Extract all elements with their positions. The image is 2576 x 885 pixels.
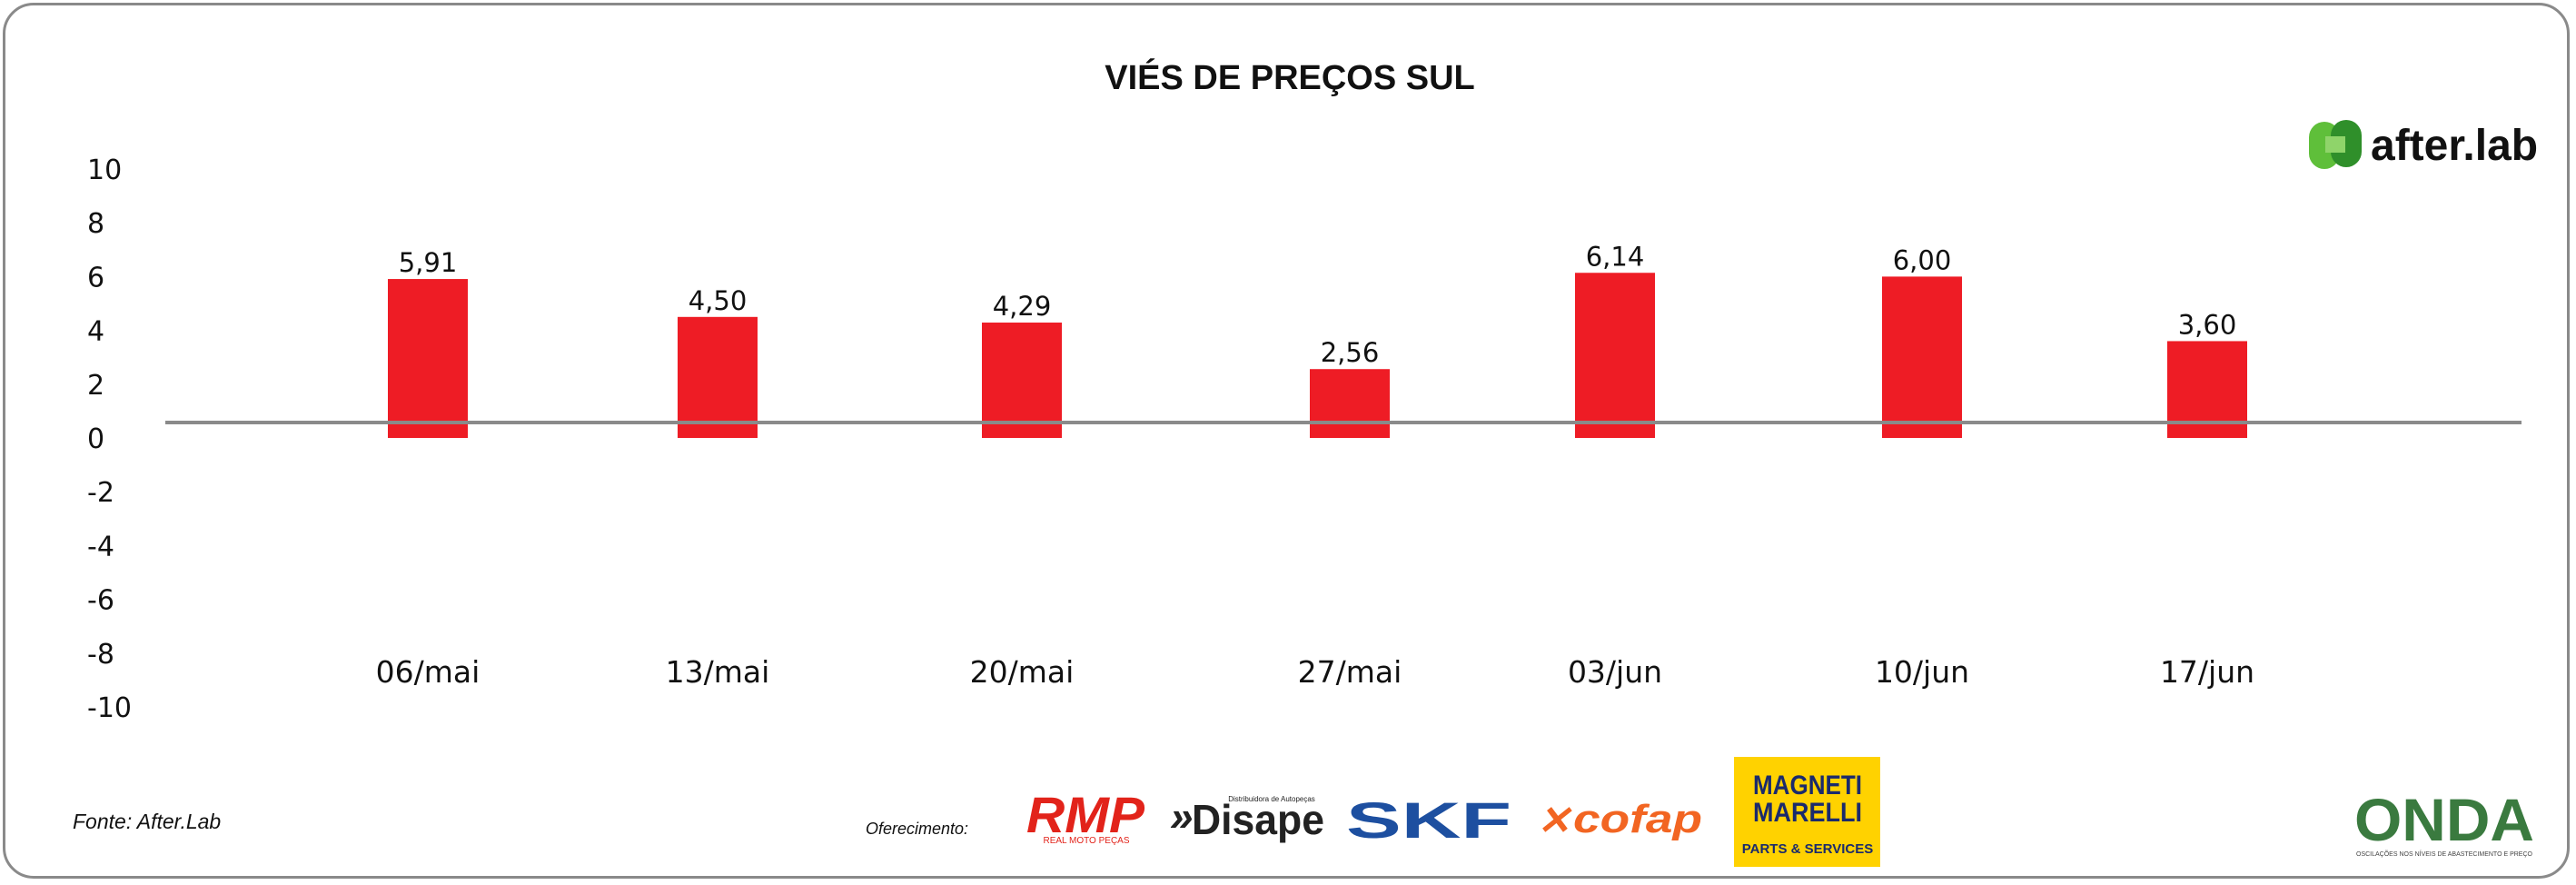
magneti-marelli-line2: MARELLI bbox=[1753, 798, 1862, 828]
cofap-logo-text: cofap bbox=[1573, 797, 1702, 841]
skf-logo: SKF bbox=[1346, 791, 1511, 849]
bar bbox=[388, 279, 468, 438]
y-tick-label: -10 bbox=[87, 692, 132, 724]
data-labels: 5,91 4,50 4,29 2,56 6,14 6,00 3,60 bbox=[399, 241, 2237, 368]
rmp-logo-subtext: REAL MOTO PEÇAS bbox=[1043, 836, 1129, 846]
magneti-marelli-logo: MAGNETI MARELLI PARTS & SERVICES bbox=[1734, 757, 1880, 867]
x-tick-label: 20/mai bbox=[970, 654, 1075, 690]
onda-logo: ONDA OSCILAÇÕES NOS NÍVEIS DE ABASTECIME… bbox=[2354, 786, 2534, 858]
bar bbox=[1310, 369, 1390, 438]
bar bbox=[1882, 276, 1962, 438]
y-tick-label: 8 bbox=[87, 208, 104, 240]
y-tick-label: -2 bbox=[87, 477, 114, 509]
sponsor-label: Oferecimento: bbox=[866, 820, 968, 838]
rmp-logo: RMP REAL MOTO PEÇAS bbox=[1026, 786, 1145, 846]
x-tick-label: 17/jun bbox=[2160, 654, 2254, 690]
onda-logo-subtext: OSCILAÇÕES NOS NÍVEIS DE ABASTECIMENTO E… bbox=[2356, 850, 2533, 858]
disape-logo: » Disape Distribuidora de Autopeças bbox=[1170, 792, 1324, 843]
bar bbox=[982, 323, 1062, 438]
data-label: 4,29 bbox=[993, 291, 1052, 322]
data-label: 3,60 bbox=[2178, 309, 2237, 340]
y-tick-label: 4 bbox=[87, 316, 104, 348]
y-axis: 10 8 6 4 2 0 -2 -4 -6 -8 -10 bbox=[87, 154, 132, 724]
rmp-logo-text: RMP bbox=[1026, 786, 1145, 843]
y-tick-label: -4 bbox=[87, 531, 114, 562]
y-tick-label: 6 bbox=[87, 262, 104, 293]
afterlab-logo-text: after.lab bbox=[2371, 122, 2538, 170]
cofap-logo-mark: ✕ bbox=[1537, 799, 1572, 843]
y-tick-label: -6 bbox=[87, 585, 114, 617]
x-tick-label: 27/mai bbox=[1298, 654, 1402, 690]
bar bbox=[1575, 273, 1655, 438]
skf-logo-text: SKF bbox=[1346, 791, 1511, 849]
chart-frame bbox=[3, 3, 2570, 879]
data-label: 6,14 bbox=[1586, 241, 1645, 272]
y-tick-label: 0 bbox=[87, 423, 104, 455]
afterlab-logo-icon bbox=[2309, 120, 2362, 169]
disape-logo-text: Disape bbox=[1192, 796, 1324, 843]
y-tick-label: -8 bbox=[87, 639, 114, 671]
x-tick-label: 13/mai bbox=[666, 654, 770, 690]
x-tick-label: 06/mai bbox=[376, 654, 481, 690]
magneti-marelli-line1: MAGNETI bbox=[1753, 771, 1862, 800]
disape-logo-subtext: Distribuidora de Autopeças bbox=[1228, 795, 1315, 803]
bar bbox=[678, 316, 758, 438]
x-axis: 06/mai 13/mai 20/mai 27/mai 03/jun 10/jun 17/j… bbox=[376, 654, 2254, 690]
afterlab-logo: after.lab bbox=[2309, 120, 2538, 170]
onda-logo-text: ONDA bbox=[2354, 786, 2534, 853]
data-label: 2,56 bbox=[1321, 337, 1380, 368]
x-tick-label: 10/jun bbox=[1875, 654, 1969, 690]
source-note: Fonte: After.Lab bbox=[73, 810, 221, 833]
y-tick-label: 10 bbox=[87, 154, 122, 186]
data-label: 6,00 bbox=[1893, 244, 1952, 275]
y-tick-label: 2 bbox=[87, 370, 104, 402]
chart-title: VIÉS DE PREÇOS SUL bbox=[1105, 57, 1475, 97]
bars bbox=[388, 273, 2247, 438]
data-label: 4,50 bbox=[689, 285, 748, 316]
magneti-marelli-subtext: PARTS & SERVICES bbox=[1742, 841, 1873, 857]
magneti-marelli-logo-background bbox=[1734, 757, 1880, 867]
cofap-logo: ✕ cofap bbox=[1537, 797, 1702, 843]
disape-logo-mark: » bbox=[1170, 792, 1194, 840]
x-tick-label: 03/jun bbox=[1568, 654, 1662, 690]
data-label: 5,91 bbox=[399, 247, 458, 278]
